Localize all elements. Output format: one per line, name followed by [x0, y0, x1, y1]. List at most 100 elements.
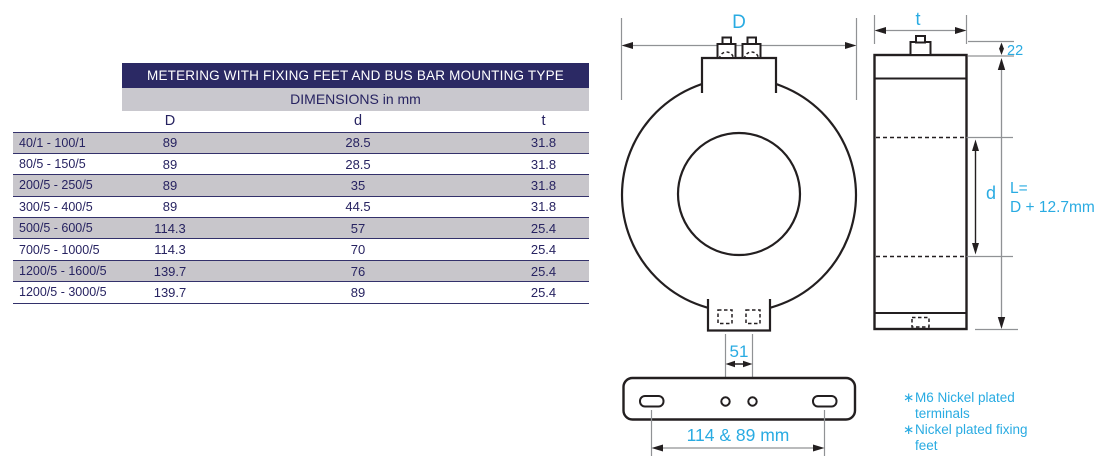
- asterisk-bullet: ∗: [903, 390, 915, 405]
- d-cell: 35: [350, 177, 366, 193]
- side-view: t d 22: [873, 9, 1095, 331]
- d-cell: 28.5: [345, 156, 371, 172]
- D-cell: 139.7: [153, 284, 187, 300]
- footnotes: ∗ M6 Nickel plated terminals ∗ Nickel pl…: [903, 390, 1033, 454]
- d-cell: 44.5: [345, 199, 371, 215]
- t-cell: 31.8: [530, 156, 557, 172]
- dim-label-t: t: [915, 9, 920, 29]
- arrowhead: [845, 42, 857, 49]
- t-cell: 25.4: [530, 242, 557, 258]
- front-view: D: [620, 12, 858, 332]
- table-title: METERING WITH FIXING FEET AND BUS BAR MO…: [122, 63, 589, 88]
- D-cell: 89: [162, 156, 178, 172]
- d-cell: 89: [350, 284, 366, 300]
- arrowhead: [972, 139, 979, 151]
- table-row: 700/5 - 1000/5 114.3 70 25.4: [13, 238, 589, 259]
- column-header-D: D: [164, 113, 176, 130]
- dim-label-L-line1: L=: [1010, 180, 1028, 197]
- d-cell: 76: [350, 263, 366, 279]
- ratio-cell: 500/5 - 600/5: [19, 221, 93, 236]
- arrowhead: [651, 444, 663, 452]
- column-header-d: d: [353, 113, 363, 130]
- table-row: 1200/5 - 3000/5 139.7 89 25.4: [13, 281, 589, 302]
- top-tab-outline: [700, 56, 778, 93]
- D-cell: 89: [162, 177, 178, 193]
- d-cell: 57: [350, 220, 366, 236]
- ratio-cell: 1200/5 - 1600/5: [19, 264, 107, 279]
- table-column-headers: D d t: [13, 111, 589, 132]
- arrowhead: [999, 42, 1004, 49]
- feet-view: 114 & 89 mm: [622, 376, 857, 456]
- arrowhead: [874, 27, 886, 34]
- D-cell: 89: [162, 135, 178, 151]
- arrowhead: [813, 444, 825, 452]
- dim-label-51: 51: [730, 342, 749, 361]
- t-cell: 31.8: [530, 135, 557, 151]
- top-tab-mask: [702, 54, 776, 92]
- mounting-plate: [622, 376, 857, 421]
- side-body: [873, 53, 968, 331]
- note-text: Nickel plated fixing feet: [915, 422, 1028, 453]
- note-terminals: ∗ M6 Nickel plated terminals: [903, 390, 1033, 422]
- terminal-right-cap: [746, 36, 757, 45]
- dim-label-d: d: [986, 183, 996, 203]
- D-cell: 89: [162, 199, 178, 215]
- column-header-t: t: [541, 113, 546, 130]
- terminal-hole-dashed-arc: [743, 51, 760, 60]
- note-text: M6 Nickel plated terminals: [915, 390, 1015, 421]
- fixing-hole-dashed-right: [745, 309, 761, 325]
- slot-left: [639, 395, 665, 408]
- D-cell: 139.7: [153, 263, 187, 279]
- ratio-cell: 300/5 - 400/5: [19, 199, 93, 214]
- dimension-table: METERING WITH FIXING FEET AND BUS BAR MO…: [13, 63, 589, 304]
- side-terminal-cap: [915, 35, 926, 44]
- arrowhead: [997, 317, 1006, 329]
- arrowhead: [999, 48, 1004, 55]
- t-cell: 25.4: [530, 284, 557, 300]
- inner-hole: [676, 131, 802, 257]
- technical-drawing: D 51: [620, 9, 1095, 456]
- dim-label-feet-spacing: 114 & 89 mm: [687, 425, 790, 445]
- slot-right: [812, 395, 838, 408]
- table-subtitle: DIMENSIONS in mm: [122, 88, 589, 111]
- table-body: 40/1 - 100/1 89 28.5 31.8 80/5 - 150/5 8…: [13, 131, 589, 304]
- dim-label-L-line2: D + 12.7mm: [1010, 199, 1095, 216]
- dim-label-22: 22: [1007, 43, 1023, 59]
- asterisk-bullet: ∗: [903, 422, 915, 437]
- dim-label-D: D: [732, 12, 746, 33]
- fixing-hole-dashed: [911, 316, 930, 328]
- d-cell: 28.5: [345, 135, 371, 151]
- note-fixing-feet: ∗ Nickel plated fixing feet: [903, 422, 1033, 454]
- d-cell: 70: [350, 242, 366, 258]
- t-cell: 31.8: [530, 199, 557, 215]
- bottom-tab-outline: [706, 299, 772, 332]
- arrowhead: [955, 27, 967, 34]
- t-cell: 31.8: [530, 177, 557, 193]
- arrowhead: [743, 360, 753, 368]
- D-cell: 114.3: [154, 242, 186, 258]
- table-row: 500/5 - 600/5 114.3 57 25.4: [13, 217, 589, 239]
- side-terminal: [909, 41, 932, 56]
- terminal-hole-dashed-arc: [718, 51, 735, 60]
- table-row: 200/5 - 250/5 89 35 31.8: [13, 174, 589, 196]
- terminal-left-cap: [721, 36, 732, 45]
- arrowhead: [621, 42, 633, 49]
- arrowhead: [725, 360, 735, 368]
- hole-right: [747, 396, 758, 407]
- ratio-cell: 80/5 - 150/5: [19, 157, 86, 172]
- table-row: 300/5 - 400/5 89 44.5 31.8: [13, 195, 589, 217]
- table-row: 40/1 - 100/1 89 28.5 31.8: [13, 131, 589, 153]
- table-row: 80/5 - 150/5 89 28.5 31.8: [13, 152, 589, 174]
- hole-left: [720, 396, 731, 407]
- table-row: 1200/5 - 1600/5 139.7 76 25.4: [13, 259, 589, 282]
- ratio-cell: 200/5 - 250/5: [19, 178, 93, 193]
- ratio-cell: 40/1 - 100/1: [19, 135, 86, 150]
- arrowhead: [972, 243, 979, 255]
- arrowhead: [997, 58, 1006, 70]
- ratio-cell: 700/5 - 1000/5: [19, 242, 100, 257]
- t-cell: 25.4: [530, 263, 557, 279]
- t-cell: 25.4: [530, 220, 557, 236]
- fixing-hole-dashed-left: [717, 309, 733, 325]
- D-cell: 114.3: [154, 220, 186, 236]
